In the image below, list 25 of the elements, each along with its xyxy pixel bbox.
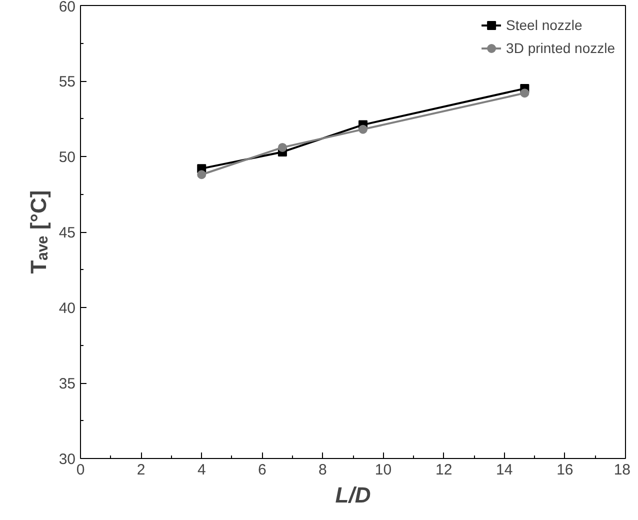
y-tick-label: 40	[58, 300, 76, 317]
y-tick-label: 45	[58, 224, 76, 242]
x-tick-label: 12	[435, 462, 452, 478]
point	[197, 170, 206, 180]
x-tick-label: 0	[76, 462, 85, 478]
x-tick-label: 16	[556, 462, 574, 478]
y-tick-label: 50	[58, 149, 76, 166]
x-tick-label: 8	[318, 462, 327, 478]
point	[520, 88, 530, 98]
point	[278, 142, 287, 152]
y-tick-label: 35	[58, 376, 76, 392]
x-tick-label: 10	[374, 462, 392, 478]
x-tick-label: 4	[197, 462, 206, 478]
x-tick-label: 6	[258, 462, 266, 478]
y-tick-label: 60	[58, 0, 76, 16]
x-tick-label: 2	[136, 462, 146, 478]
point	[358, 124, 368, 134]
legend-label: 3D printed nozzle	[506, 40, 615, 56]
y-tick-label: 30	[58, 451, 76, 468]
legend-label: Steel nozzle	[506, 17, 582, 33]
x-tick-label: 14	[496, 462, 513, 478]
y-axis-title: Tₐᵥₑ [°C]	[26, 190, 51, 274]
x-axis-title: L/D	[335, 482, 371, 508]
x-tick-label: 18	[614, 462, 631, 478]
y-tick-label: 55	[58, 74, 76, 90]
